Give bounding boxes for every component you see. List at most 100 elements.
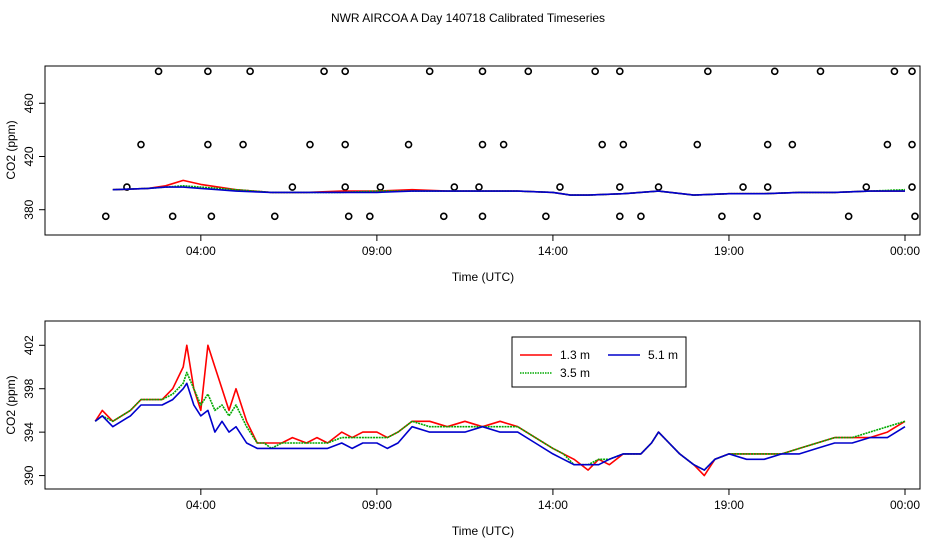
scatter-point [908, 183, 916, 191]
scatter-point [883, 140, 892, 149]
scatter-point [137, 140, 145, 149]
legend-label-3-5m: 3.5 m [560, 366, 590, 380]
x-axis-label: Time (UTC) [452, 524, 514, 538]
scatter-point [288, 183, 297, 191]
x-tick-label: 14:00 [538, 244, 568, 258]
series-line-5-1-m [94, 382, 906, 471]
scatter-point [911, 212, 919, 221]
series-lines [94, 344, 906, 477]
plot-frame [44, 65, 921, 236]
scatter-point [475, 183, 483, 191]
x-axis: 04:00 09:00 14:00 19:00 00:00 [186, 489, 920, 512]
y-tick-label: 394 [22, 422, 36, 442]
scatter-point [123, 183, 131, 191]
y-axis: 380 420 460 [22, 93, 45, 220]
scatter-point [404, 140, 413, 149]
scatter-point [366, 212, 374, 221]
scatter-point [341, 183, 349, 191]
scatter-points [101, 67, 919, 221]
legend-label-5-1m: 5.1 m [648, 348, 678, 362]
series-line-1-3-m [94, 344, 906, 477]
series-line-5-1-m [112, 186, 905, 196]
legend-label-1-3m: 1.3 m [560, 348, 590, 362]
scatter-point [154, 67, 163, 76]
scatter-point [616, 212, 624, 221]
y-axis-label: CO2 (ppm) [4, 120, 18, 179]
scatter-point [770, 67, 779, 76]
scatter-point [598, 140, 607, 149]
y-tick-label: 420 [22, 146, 36, 166]
scatter-point [693, 140, 702, 149]
scatter-point [616, 67, 624, 76]
y-tick-label: 460 [22, 93, 36, 113]
x-tick-label: 09:00 [362, 498, 392, 512]
scatter-point [207, 212, 216, 221]
scatter-point [478, 67, 487, 76]
scatter-point [204, 140, 212, 149]
y-axis: 390 394 398 402 [22, 335, 45, 486]
scatter-point [908, 140, 916, 149]
scatter-point [499, 140, 508, 149]
scatter-point [556, 183, 564, 191]
x-tick-label: 19:00 [714, 498, 744, 512]
scatter-point [654, 183, 663, 191]
scatter-point [270, 212, 279, 221]
x-tick-label: 00:00 [890, 498, 920, 512]
x-axis: 04:00 09:00 14:00 19:00 00:00 [186, 235, 920, 258]
scatter-point [718, 212, 726, 221]
legend-box [511, 336, 687, 388]
x-tick-label: 04:00 [186, 244, 216, 258]
scatter-point [844, 212, 853, 221]
scatter-point [763, 183, 772, 191]
scatter-point [616, 183, 624, 191]
scatter-point [542, 212, 550, 221]
scatter-point [204, 67, 212, 76]
scatter-point [816, 67, 825, 76]
panel-calibrated-timeseries: 04:00 09:00 14:00 19:00 00:00 390 394 398 402 T… [4, 320, 921, 538]
scatter-point [450, 183, 459, 191]
y-tick-label: 380 [22, 199, 36, 219]
scatter-point [478, 140, 487, 149]
scatter-point [908, 67, 916, 76]
scatter-point [246, 67, 254, 76]
y-tick-label: 402 [22, 335, 36, 355]
x-tick-label: 09:00 [362, 244, 392, 258]
scatter-point [788, 140, 797, 149]
scatter-point [763, 140, 772, 149]
y-tick-label: 390 [22, 465, 36, 485]
y-tick-label: 398 [22, 378, 36, 398]
scatter-point [704, 67, 712, 76]
scatter-point [306, 140, 314, 149]
scatter-point [168, 212, 177, 221]
plot-frame [44, 320, 921, 490]
scatter-point [619, 140, 628, 149]
scatter-point [637, 212, 645, 221]
chart-title: NWR AIRCOA A Day 140718 Calibrated Times… [331, 11, 605, 25]
y-axis-label: CO2 (ppm) [4, 375, 18, 434]
scatter-point [439, 212, 448, 221]
scatter-point [341, 140, 349, 149]
scatter-point [239, 140, 247, 149]
scatter-point [478, 212, 487, 221]
scatter-point [425, 67, 434, 76]
scatter-point [376, 183, 385, 191]
scatter-point [591, 67, 599, 76]
panel-raw-timeseries: 04:00 09:00 14:00 19:00 00:00 380 420 460 Time… [4, 65, 921, 284]
scatter-point [344, 212, 353, 221]
x-tick-label: 14:00 [538, 498, 568, 512]
scatter-point [101, 212, 110, 221]
x-tick-label: 00:00 [890, 244, 920, 258]
series-lines [112, 179, 906, 196]
scatter-point [862, 183, 871, 191]
scatter-point [753, 212, 761, 221]
legend: 1.3 m 5.1 m 3.5 m [511, 336, 687, 388]
x-tick-label: 19:00 [714, 244, 744, 258]
scatter-point [341, 67, 349, 76]
scatter-point [739, 183, 747, 191]
scatter-point [524, 67, 533, 76]
scatter-point [890, 67, 899, 76]
scatter-point [320, 67, 328, 76]
x-axis-label: Time (UTC) [452, 270, 514, 284]
x-tick-label: 04:00 [186, 498, 216, 512]
